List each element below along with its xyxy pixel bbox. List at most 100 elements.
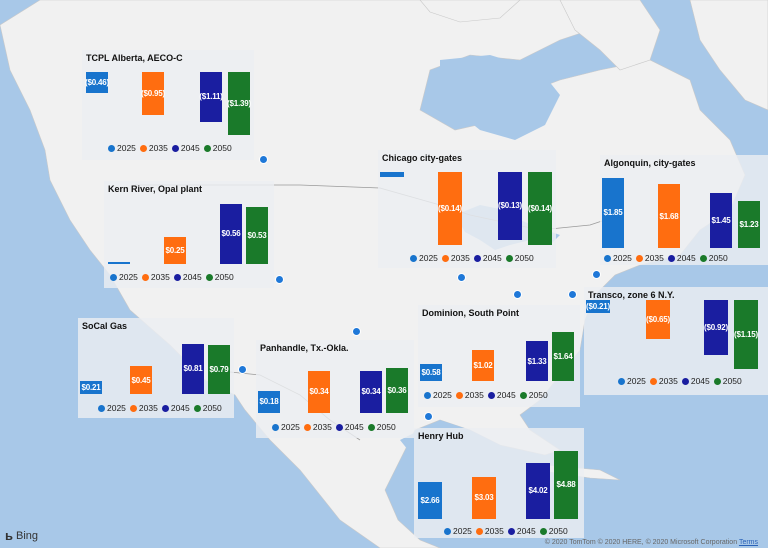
legend-item-2025: 2025 — [410, 253, 438, 263]
legend-label: 2035 — [450, 253, 470, 263]
bar-2045[interactable]: $1.45 — [710, 192, 732, 248]
legend-dot-icon — [98, 404, 105, 412]
legend-item-2045: 2045 — [161, 403, 190, 413]
legend-item-2050: 2050 — [205, 272, 234, 282]
hub-marker-henry-hub[interactable] — [424, 412, 433, 421]
bar-2035[interactable]: ($0.65) — [646, 300, 670, 339]
hub-marker-panhandle[interactable] — [352, 327, 361, 336]
legend-item-2035: 2035 — [649, 376, 678, 386]
bar-2045[interactable]: ($0.13) — [498, 172, 522, 240]
bar-2025[interactable] — [380, 172, 404, 178]
legend-dot-icon — [161, 404, 169, 412]
bar-2050[interactable]: $1.23 — [738, 201, 760, 248]
bar-2025[interactable]: $2.66 — [418, 481, 442, 519]
bar-2050[interactable]: $4.88 — [554, 450, 578, 519]
legend-item-2050: 2050 — [713, 376, 742, 386]
bar-2050[interactable]: $0.79 — [208, 345, 230, 394]
baffin-island — [559, 0, 661, 71]
bar-2035[interactable]: $1.68 — [658, 184, 680, 248]
year-legend: 2025 2035 2045 2050 — [604, 253, 732, 263]
bar-value-label: $0.21 — [81, 382, 101, 392]
hub-panel: SoCal Gas $0.21 $0.45 $0.81 $0.79 2025 2035 204… — [78, 318, 234, 418]
attribution-text: © 2020 TomTom © 2020 HERE, © 2020 Micros… — [544, 539, 738, 546]
legend-item-2025: 2025 — [604, 253, 632, 263]
legend-dot-icon — [335, 423, 343, 431]
hub-panel: Henry Hub $2.66 $3.03 $4.02 $4.88 2025 2035 204… — [414, 428, 584, 538]
legend-dot-icon — [618, 377, 625, 385]
bar-value-label: $0.25 — [165, 246, 185, 255]
legend-item-2050: 2050 — [505, 253, 534, 263]
hub-marker-socal[interactable] — [238, 365, 247, 374]
bar-2050[interactable]: ($0.14) — [528, 172, 552, 245]
legend-item-2050: 2050 — [519, 390, 548, 400]
legend-label: 2035 — [312, 422, 332, 432]
legend-label: 2035 — [464, 390, 484, 400]
bar-2025[interactable]: $0.21 — [80, 380, 102, 394]
legend-item-2035: 2035 — [635, 253, 664, 263]
bar-2050[interactable]: $0.53 — [246, 206, 268, 264]
bar-2045[interactable]: ($0.92) — [704, 300, 728, 356]
bar-value-label: ($1.11) — [199, 92, 223, 102]
hub-marker-dominion[interactable] — [513, 290, 522, 299]
legend-label: 2025 — [119, 272, 138, 282]
legend-label: 2035 — [658, 376, 678, 386]
hub-marker-transco[interactable] — [568, 290, 577, 299]
hub-marker-kern-river[interactable] — [275, 275, 284, 284]
bar-2045[interactable]: $0.56 — [220, 203, 242, 264]
bar-2025[interactable]: $1.85 — [602, 177, 624, 248]
legend-dot-icon — [505, 254, 513, 262]
bar-value-label: $1.45 — [711, 215, 731, 225]
bar-2050[interactable]: $1.64 — [552, 331, 574, 381]
bar-2025[interactable]: $0.18 — [258, 390, 280, 413]
hub-marker-chicago[interactable] — [457, 273, 466, 282]
bar-value-label: ($0.14) — [438, 203, 462, 213]
legend-label: 2045 — [170, 403, 190, 413]
bar-2050[interactable]: ($1.15) — [734, 300, 758, 369]
bar-value-label: $1.68 — [659, 211, 679, 221]
bar-2045[interactable]: $1.33 — [526, 341, 548, 381]
legend-dot-icon — [441, 254, 449, 262]
bar-value-label: $0.36 — [387, 386, 407, 395]
bar-2035[interactable]: $3.03 — [472, 476, 496, 519]
legend-item-2045: 2045 — [667, 253, 696, 263]
legend-label: 2045 — [496, 390, 516, 400]
bar-2035[interactable]: ($0.14) — [438, 172, 462, 245]
legend-label: 2045 — [690, 376, 710, 386]
bar-2035[interactable]: $0.45 — [130, 366, 152, 394]
legend-label: 2035 — [644, 253, 664, 263]
hub-marker-tcpl-alberta[interactable] — [259, 155, 268, 164]
bar-2025[interactable]: ($0.21) — [586, 300, 610, 313]
bar-2050[interactable]: ($1.39) — [227, 72, 251, 135]
legend-item-2025: 2025 — [272, 422, 300, 432]
legend-dot-icon — [507, 527, 515, 535]
bar-value-label: $1.33 — [527, 356, 547, 366]
legend-dot-icon — [667, 254, 675, 262]
terms-link[interactable]: Terms — [738, 539, 758, 546]
bar-2025[interactable] — [108, 262, 130, 264]
legend-label: 2035 — [148, 143, 168, 153]
bar-2025[interactable]: ($0.46) — [85, 72, 109, 93]
bar-2045[interactable]: $0.34 — [360, 370, 382, 413]
legend-label: 2045 — [180, 143, 200, 153]
bar-2045[interactable]: ($1.11) — [199, 72, 223, 122]
bar-2035[interactable]: ($0.95) — [141, 72, 165, 115]
legend-label: 2035 — [484, 526, 504, 536]
legend-dot-icon — [487, 391, 495, 399]
bar-2045[interactable]: $0.81 — [182, 343, 204, 394]
hub-marker-algonquin[interactable] — [592, 270, 601, 279]
hub-panel-title: SoCal Gas — [82, 321, 128, 331]
bar-2050[interactable]: $0.36 — [386, 368, 408, 413]
legend-label: 2045 — [676, 253, 696, 263]
legend-item-2035: 2035 — [455, 390, 484, 400]
legend-item-2045: 2045 — [473, 253, 502, 263]
greenland — [689, 0, 768, 111]
bar-2035[interactable]: $0.34 — [308, 370, 330, 413]
bar-2035[interactable]: $1.02 — [472, 350, 494, 381]
bar-2045[interactable]: $4.02 — [526, 462, 550, 519]
bar-value-label: $0.34 — [361, 387, 381, 397]
bar-value-label: ($0.46) — [85, 77, 109, 87]
bar-2025[interactable]: $0.58 — [420, 363, 442, 381]
bar-2035[interactable]: $0.25 — [164, 237, 186, 264]
legend-label: 2025 — [613, 253, 632, 263]
